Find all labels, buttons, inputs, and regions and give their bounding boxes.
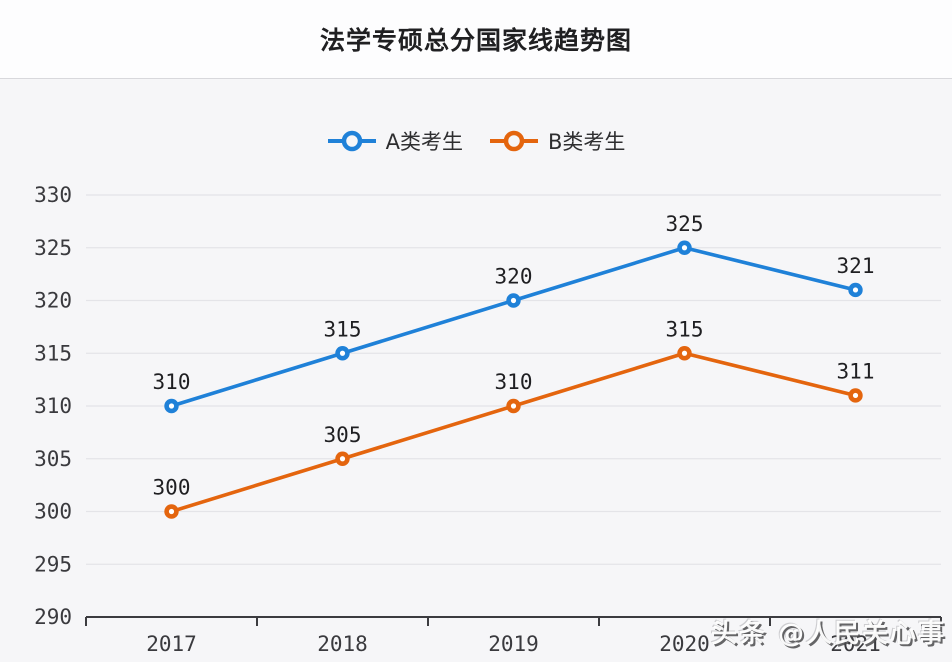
svg-text:295: 295 xyxy=(34,552,72,576)
legend-label: A类考生 xyxy=(385,130,463,154)
svg-text:290: 290 xyxy=(34,605,72,629)
svg-text:2017: 2017 xyxy=(146,632,197,656)
svg-text:305: 305 xyxy=(34,447,72,471)
svg-text:305: 305 xyxy=(324,423,362,447)
svg-text:310: 310 xyxy=(495,370,533,394)
svg-text:310: 310 xyxy=(34,394,72,418)
svg-text:315: 315 xyxy=(324,317,362,341)
legend-marker-icon xyxy=(489,130,538,152)
watermark-text: 头条 @人民关心事 xyxy=(710,619,946,649)
chart-legend: A类考生 B类考生 xyxy=(0,126,952,156)
legend-item-a[interactable]: A类考生 xyxy=(327,126,463,156)
svg-text:315: 315 xyxy=(666,317,704,341)
svg-text:2018: 2018 xyxy=(317,632,368,656)
svg-text:300: 300 xyxy=(153,476,191,500)
svg-text:325: 325 xyxy=(34,236,72,260)
svg-text:320: 320 xyxy=(34,289,72,313)
svg-text:320: 320 xyxy=(495,265,533,289)
svg-text:330: 330 xyxy=(34,183,72,207)
title-bar: 法学专硕总分国家线趋势图 xyxy=(0,0,952,79)
svg-text:2019: 2019 xyxy=(488,632,539,656)
svg-text:2020: 2020 xyxy=(659,632,710,656)
legend-item-b[interactable]: B类考生 xyxy=(489,126,625,156)
svg-text:300: 300 xyxy=(34,500,72,524)
legend-label: B类考生 xyxy=(547,130,626,154)
svg-text:325: 325 xyxy=(666,212,704,236)
svg-text:315: 315 xyxy=(34,341,72,365)
svg-text:311: 311 xyxy=(837,359,875,383)
legend-marker-icon xyxy=(327,130,376,152)
chart-title: 法学专硕总分国家线趋势图 xyxy=(319,26,632,55)
svg-text:310: 310 xyxy=(153,370,191,394)
svg-text:321: 321 xyxy=(837,254,875,278)
